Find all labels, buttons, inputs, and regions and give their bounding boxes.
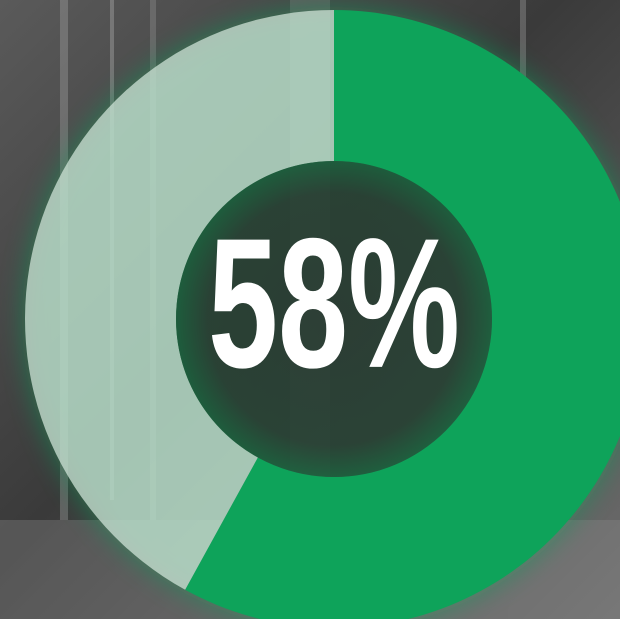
donut xyxy=(24,10,620,619)
donut-hole xyxy=(176,161,492,477)
donut-segment xyxy=(24,10,335,590)
donut-segment xyxy=(185,10,620,619)
center-label: 58% xyxy=(208,200,460,407)
